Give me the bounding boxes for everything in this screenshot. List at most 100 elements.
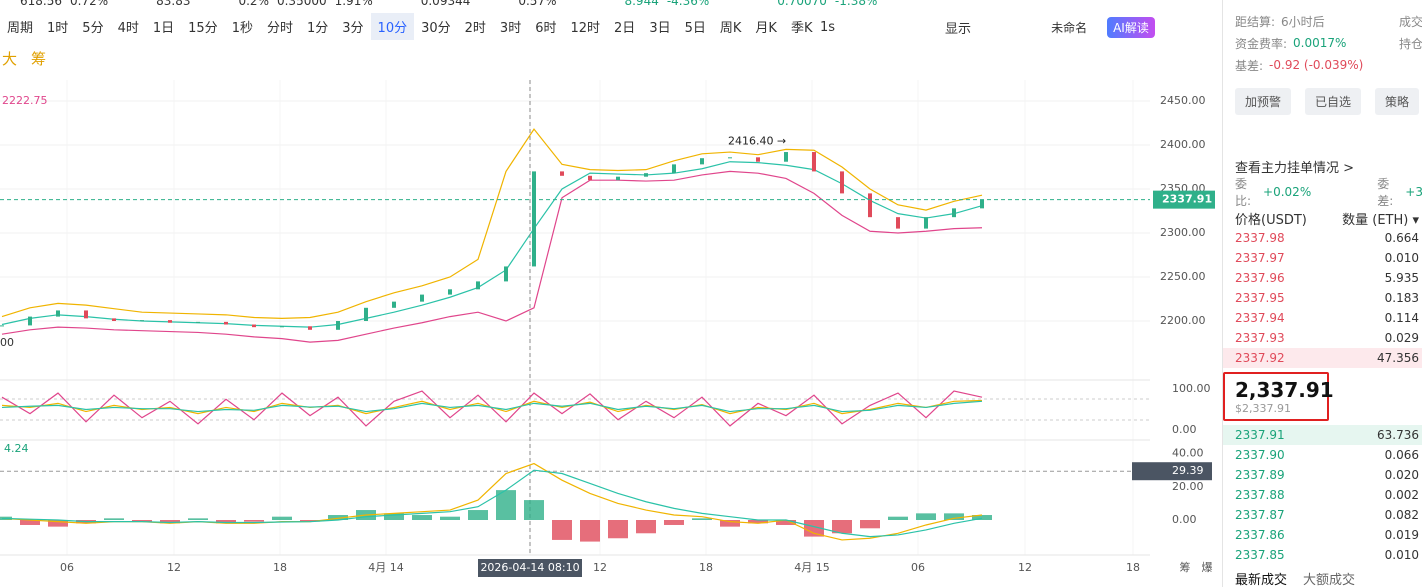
info-val: -0.92 (-0.039%) xyxy=(1269,58,1364,72)
interval[interactable]: 5日 xyxy=(684,20,706,36)
ratio-item: 委差: xyxy=(1377,177,1394,208)
candle xyxy=(252,324,256,328)
ticker-value: 0.70070 xyxy=(777,0,827,8)
time-label: 12 xyxy=(167,561,181,574)
interval[interactable]: 1日 xyxy=(152,20,175,36)
ask-qty: 0.183 xyxy=(1384,291,1419,305)
candle xyxy=(560,171,564,176)
tool[interactable]: 筹 xyxy=(31,50,47,68)
candle xyxy=(868,193,872,218)
interval[interactable]: 15分 xyxy=(188,20,218,36)
candle xyxy=(700,158,704,165)
macd-bar xyxy=(860,520,880,529)
bid-price: 2337.87 xyxy=(1235,508,1285,522)
interval[interactable]: 3时 xyxy=(499,20,522,36)
macd-bar xyxy=(496,490,516,520)
macd-tick: 20.00 xyxy=(1172,480,1204,493)
speed[interactable]: 1s xyxy=(820,20,836,35)
interval[interactable]: 季K xyxy=(790,20,813,36)
price-tick: 2300.00 xyxy=(1160,226,1206,239)
interval[interactable]: 12时 xyxy=(570,20,601,36)
bid-qty: 0.066 xyxy=(1384,448,1419,462)
tab[interactable]: 大额成交 xyxy=(1303,573,1356,588)
candle xyxy=(280,326,284,328)
price-tick: 2250.00 xyxy=(1160,270,1206,283)
candle xyxy=(336,321,340,330)
ask-row: 2337.97 0.010 xyxy=(1223,248,1422,268)
macd-bar xyxy=(272,516,292,520)
book-head-cell: 价格(USDT) xyxy=(1235,212,1307,228)
interval[interactable]: 3日 xyxy=(649,20,671,36)
interval[interactable]: 30分 xyxy=(421,20,451,36)
interval[interactable]: 1时 xyxy=(47,20,69,36)
candle xyxy=(140,320,144,322)
info-key: 基差: xyxy=(1235,58,1264,73)
macd-bar xyxy=(412,515,432,520)
period-menu[interactable]: 周期 xyxy=(7,20,34,36)
macd-bar xyxy=(440,516,460,520)
interval[interactable]: 2日 xyxy=(614,20,636,36)
interval[interactable]: 1分 xyxy=(306,20,329,36)
interval[interactable]: 3分 xyxy=(342,20,364,36)
tabs: 最新成交 大额成交 xyxy=(1223,565,1422,588)
interval[interactable]: 1秒 xyxy=(231,20,253,36)
interval[interactable]: 10分 xyxy=(370,12,415,40)
interval[interactable]: 周K xyxy=(719,20,742,36)
price-tick: 2400.00 xyxy=(1160,138,1206,151)
candle xyxy=(616,176,620,181)
ratio-item: +3 xyxy=(1405,185,1422,199)
button[interactable]: 加预警 xyxy=(1235,88,1292,115)
ticker-value: 0.2% xyxy=(238,0,269,8)
candle xyxy=(840,171,844,194)
depth-link[interactable]: 查看主力挂单情况 > xyxy=(1235,161,1355,176)
button[interactable]: 已自选 xyxy=(1305,88,1362,115)
time-label: 12 xyxy=(1018,561,1032,574)
toolbar: 周期 1时 5分 4时 1日 15分 1秒 分时 1分 3分 10分 30分 2时 3时 6时 12时 2日 3… xyxy=(0,12,1215,40)
macd-bar xyxy=(244,520,264,522)
candle xyxy=(980,199,984,209)
interval[interactable]: 4时 xyxy=(117,20,139,36)
ask-qty: 47.356 xyxy=(1377,351,1419,365)
display-button[interactable]: 显示 xyxy=(945,22,972,37)
candle xyxy=(168,320,172,323)
candle xyxy=(56,310,60,317)
macd-bar xyxy=(608,520,628,539)
interval[interactable]: 6时 xyxy=(535,20,557,36)
bid-price: 2337.86 xyxy=(1235,528,1285,542)
interval[interactable]: 5分 xyxy=(82,20,104,36)
tab[interactable]: 最新成交 xyxy=(1235,573,1288,588)
candle xyxy=(28,316,32,326)
bid-qty: 0.019 xyxy=(1384,528,1419,542)
ticker-value: -1.38% xyxy=(834,0,878,8)
layout-name[interactable]: 未命名 xyxy=(1051,21,1088,35)
ticker-value: 0.57% xyxy=(518,0,557,8)
info-extra: 成交 xyxy=(1398,14,1422,29)
bid-row: 2337.87 0.082 xyxy=(1223,505,1422,525)
ratio-item: 委比: xyxy=(1235,177,1252,208)
interval[interactable]: 月K xyxy=(755,20,777,36)
macd-label: 4.24 xyxy=(4,442,29,455)
macd-bar xyxy=(776,520,796,525)
macd-bar xyxy=(524,500,544,520)
interval[interactable]: 分时 xyxy=(266,20,293,36)
ask-row: 2337.92 47.356 xyxy=(1223,348,1422,368)
ask-price: 2337.93 xyxy=(1235,331,1285,345)
button[interactable]: 策略 xyxy=(1375,88,1420,115)
macd-bar xyxy=(552,520,572,540)
candle xyxy=(644,173,648,177)
ticker-value: -4.36% xyxy=(666,0,710,8)
interval[interactable]: 2时 xyxy=(464,20,486,36)
ticker-value: 1.91% xyxy=(334,0,373,8)
ask-qty: 5.935 xyxy=(1384,271,1419,285)
osc-line xyxy=(1,390,983,427)
time-label: 2026-04-14 08:10 xyxy=(480,561,579,574)
candle xyxy=(924,217,928,229)
time-label: 18 xyxy=(1126,561,1140,574)
time-label: 4月 15 xyxy=(794,561,830,574)
corner-tool: 筹 xyxy=(1180,560,1191,574)
ai-button[interactable]: AI解读 xyxy=(1107,17,1155,38)
ask-qty: 0.114 xyxy=(1384,311,1419,325)
macd-line xyxy=(1,469,983,538)
tool[interactable]: 大 xyxy=(2,50,18,68)
candle xyxy=(784,152,788,162)
